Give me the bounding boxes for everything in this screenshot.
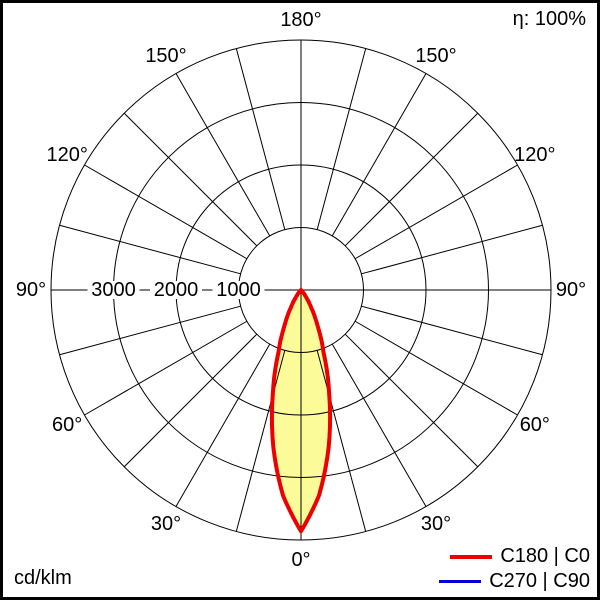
efficiency-label: η: 100% xyxy=(512,8,586,30)
polar-grid xyxy=(50,39,552,541)
grid-radial-line xyxy=(235,350,286,532)
grid-radial-line xyxy=(361,305,543,356)
angle-label: 0° xyxy=(291,549,310,571)
grid-radial-line xyxy=(235,48,286,230)
grid-radial-line xyxy=(361,224,543,275)
radial-tick-label: 1000 xyxy=(216,279,261,301)
grid-radial-line xyxy=(175,343,271,507)
c180-c0-curve xyxy=(269,288,333,534)
grid-radial-line xyxy=(84,320,248,416)
grid-radial-line xyxy=(344,333,479,468)
angle-label: 120° xyxy=(46,144,87,166)
radial-tick-bg xyxy=(150,281,202,299)
angle-label: 150° xyxy=(415,45,456,67)
angle-label: 90° xyxy=(556,279,586,301)
legend-item-c270-c90: C270 | C90 xyxy=(439,569,590,594)
radial-tick-bg xyxy=(87,281,140,299)
radial-tick-bg xyxy=(212,281,265,299)
radial-tick-label: 2000 xyxy=(154,279,199,301)
legend: C180 | C0 C270 | C90 xyxy=(439,544,590,594)
grid-radial-line xyxy=(84,164,248,260)
legend-line-red-icon xyxy=(450,554,493,559)
angle-label: 180° xyxy=(280,9,321,31)
legend-label-c180-c0: C180 | C0 xyxy=(500,545,590,567)
angle-label: 150° xyxy=(145,45,186,67)
grid-radial-line xyxy=(331,343,427,507)
grid-radial-line xyxy=(354,320,518,416)
grid-radial-line xyxy=(344,112,479,247)
grid-radial-line xyxy=(175,73,271,237)
grid-radial-line xyxy=(316,48,367,230)
angle-label: 60° xyxy=(520,414,550,436)
legend-line-blue-icon xyxy=(439,580,482,583)
angle-label: 90° xyxy=(16,279,46,301)
legend-label-c270-c90: C270 | C90 xyxy=(489,570,590,592)
grid-radial-line xyxy=(59,305,241,356)
grid-radial-line xyxy=(59,224,241,275)
grid-radial-line xyxy=(123,112,258,247)
grid-radial-line xyxy=(316,350,367,532)
angle-label: 30° xyxy=(151,513,181,535)
radial-tick-label: 3000 xyxy=(91,279,136,301)
angle-label: 60° xyxy=(52,414,82,436)
angle-label: 30° xyxy=(421,513,451,535)
unit-label: cd/klm xyxy=(14,567,72,589)
grid-radial-line xyxy=(123,333,258,468)
angle-label: 120° xyxy=(514,144,555,166)
grid-radial-line xyxy=(354,164,518,260)
grid-radial-line xyxy=(331,73,427,237)
legend-item-c180-c0: C180 | C0 xyxy=(450,544,590,569)
